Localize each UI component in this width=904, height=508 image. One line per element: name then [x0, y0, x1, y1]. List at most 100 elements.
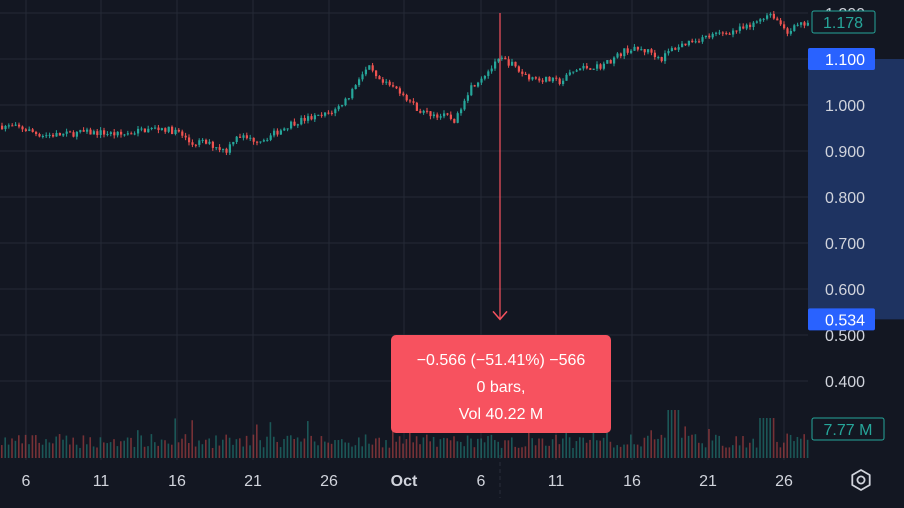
- volume-bar: [65, 435, 68, 458]
- volume-bar: [24, 434, 27, 458]
- volume-bar: [198, 440, 200, 458]
- candle-body: [538, 78, 541, 81]
- volume-bar: [711, 440, 714, 458]
- candle-body: [45, 135, 48, 137]
- candle-body: [419, 110, 422, 113]
- volume-bar: [796, 436, 799, 458]
- volume-bar: [79, 447, 81, 458]
- candle-body: [562, 80, 565, 85]
- candle-body: [776, 18, 779, 21]
- volume-bar: [409, 421, 411, 458]
- volume-bar: [82, 435, 85, 458]
- candle-body: [337, 106, 340, 110]
- volume-bar: [507, 440, 510, 458]
- volume-bar: [157, 445, 159, 458]
- candle-body: [708, 35, 711, 38]
- candle-body: [398, 88, 401, 94]
- volume-bar: [402, 443, 404, 458]
- candle-body: [364, 69, 367, 75]
- candle-body: [504, 57, 507, 60]
- volume-bar: [694, 434, 697, 458]
- volume-bar: [725, 447, 727, 458]
- candle-body: [623, 48, 626, 57]
- volume-bar: [228, 437, 231, 458]
- volume-bar: [449, 440, 452, 458]
- candle-body: [592, 68, 595, 70]
- measure-tool[interactable]: [492, 13, 508, 321]
- x-tick-label: 21: [699, 473, 717, 490]
- volume-bar: [150, 434, 153, 458]
- volume-bar: [415, 436, 418, 458]
- x-tick-label: 16: [168, 473, 186, 490]
- candle-body: [548, 76, 551, 82]
- range-bottom-label-box: [808, 308, 875, 331]
- volume-bar: [687, 435, 690, 458]
- volume-bar: [89, 437, 91, 458]
- volume-bar: [483, 442, 486, 458]
- settings-button[interactable]: [848, 467, 874, 493]
- volume-bar: [633, 444, 635, 458]
- candle-body: [371, 65, 374, 71]
- candle-body: [283, 128, 286, 131]
- volume-bar: [341, 439, 343, 458]
- candle-body: [256, 141, 259, 143]
- volume-bar: [31, 435, 34, 458]
- volume-bar: [45, 439, 47, 458]
- candle-body: [422, 110, 425, 113]
- volume-bar: [500, 447, 503, 458]
- candle-body: [137, 128, 140, 134]
- volume-bar: [351, 446, 353, 458]
- candle-body: [589, 68, 592, 70]
- candle-body: [109, 132, 112, 134]
- candle-body: [545, 76, 548, 82]
- candle-body: [762, 18, 765, 20]
- candle-body: [633, 46, 636, 51]
- volume-bar: [48, 442, 51, 458]
- candle-body: [738, 26, 741, 31]
- volume-bar: [568, 437, 571, 458]
- volume-bar: [327, 442, 329, 458]
- volume-bar: [211, 447, 214, 458]
- candle-body: [694, 41, 697, 43]
- candle-body: [164, 128, 167, 132]
- candle-body: [208, 141, 211, 144]
- candle-body: [123, 134, 126, 136]
- candle-body: [517, 66, 520, 72]
- volume-bar: [677, 410, 680, 458]
- candle-body: [201, 139, 204, 141]
- candle-body: [24, 129, 27, 131]
- x-axis[interactable]: 6 11 16 21 26 Oct 6 11 16 21 26: [22, 455, 793, 498]
- volume-bar: [749, 442, 751, 458]
- candle-body: [582, 65, 585, 69]
- candle-body: [541, 80, 544, 82]
- volume-bar: [436, 446, 438, 458]
- candle-body: [480, 78, 483, 83]
- volume-bar: [551, 439, 554, 458]
- volume-bar: [538, 438, 540, 458]
- candle-body: [616, 53, 619, 58]
- candle-body: [184, 135, 187, 138]
- candle-body: [69, 131, 72, 133]
- volume-bar: [769, 418, 771, 458]
- volume-bar: [160, 439, 163, 458]
- volume-bar: [728, 447, 731, 458]
- x-tick-label: 11: [93, 473, 110, 490]
- candle-body: [568, 72, 571, 75]
- candle-body: [405, 94, 408, 101]
- volume-bar: [300, 441, 302, 458]
- candle-body: [99, 130, 102, 135]
- candle-body: [35, 131, 38, 135]
- volume-bar: [208, 438, 210, 458]
- candle-body: [728, 33, 731, 35]
- volume-bar: [701, 443, 703, 458]
- volume-bar: [521, 447, 523, 458]
- volume-bar: [721, 445, 724, 458]
- volume-bar: [558, 444, 561, 458]
- candle-body: [157, 127, 160, 131]
- candle-body: [296, 124, 299, 126]
- volume-bar: [222, 439, 224, 458]
- candle-body: [742, 26, 745, 29]
- volume-bar: [252, 434, 255, 458]
- volume-bar: [647, 435, 649, 458]
